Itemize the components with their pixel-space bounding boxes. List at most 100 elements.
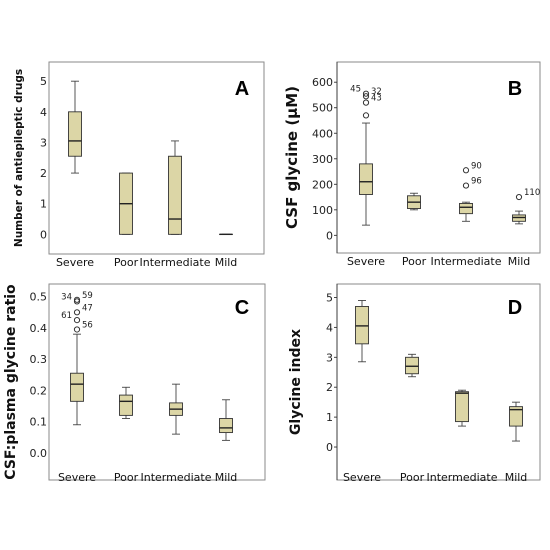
panel-c: 0.0 0.1 0.2 0.3 0.4 0.5 CSF:plasma glycine rat… [3, 283, 266, 484]
outlier-label: 32 [371, 87, 382, 97]
outlier-point [362, 93, 370, 100]
outlier-point [73, 326, 81, 333]
panel-letter: A [235, 78, 249, 100]
panel-b: 0 100 200 300 400 500 600 CSF glycine (μM) B Seve… [283, 61, 541, 268]
panel-letter: B [508, 78, 522, 100]
outlier-label: 45 [350, 85, 361, 95]
outlier-label: 110 [524, 188, 540, 198]
outlier-point [462, 182, 470, 189]
y-tick-label: 0.5 [30, 291, 48, 304]
outlier-point [73, 309, 81, 316]
y-axis-label: CSF glycine (μM) [283, 86, 301, 229]
box-intermediate: 96 90 [459, 161, 482, 222]
y-tick-label: 1 [326, 411, 333, 424]
y-tick-label: 0.4 [30, 322, 48, 335]
panel-letter: C [235, 297, 249, 319]
category-label: Intermediate [431, 255, 502, 268]
category-label: Poor [114, 471, 139, 484]
box-intermediate [455, 389, 469, 427]
iqr-box [405, 356, 419, 375]
iqr-box [68, 111, 82, 157]
iqr-box [219, 418, 233, 434]
category-label: Intermediate [140, 256, 211, 269]
category-label: Mild [505, 471, 528, 484]
y-tick-label: 200 [312, 178, 333, 191]
category-label: Mild [215, 256, 238, 269]
outlier-point [73, 296, 81, 303]
iqr-box [359, 163, 373, 195]
outlier-point [362, 99, 370, 106]
outlier-point [362, 112, 370, 119]
outlier-point [515, 193, 523, 201]
iqr-box [355, 306, 369, 345]
category-label: Poor [400, 471, 425, 484]
y-tick-label: 0.1 [30, 416, 48, 429]
y-axis-label: Number of antiepileptic drugs [13, 69, 25, 247]
y-tick-label: 0 [326, 441, 333, 454]
y-tick-label: 100 [312, 204, 333, 217]
category-label: Severe [343, 471, 381, 484]
category-label: Severe [347, 255, 385, 268]
y-tick-label: 500 [312, 102, 333, 115]
y-tick-label: 4 [326, 321, 333, 334]
panel-letter: D [508, 297, 522, 319]
y-tick-label: 2 [326, 381, 333, 394]
iqr-box [509, 406, 523, 427]
category-label: Mild [508, 255, 531, 268]
y-tick-label: 0 [326, 229, 333, 242]
category-label: Poor [402, 255, 427, 268]
outlier-point [73, 317, 81, 324]
y-tick-label: 4 [40, 106, 47, 119]
y-tick-label: 600 [312, 76, 333, 89]
outlier-point [462, 167, 470, 174]
outlier-label: 90 [471, 161, 482, 171]
box-severe [355, 300, 369, 363]
iqr-box [459, 202, 473, 215]
iqr-box [119, 394, 133, 416]
outlier-label: 47 [82, 303, 93, 313]
y-tick-label: 3 [326, 351, 333, 364]
outlier-label: 34 [61, 292, 72, 302]
box-mild [509, 401, 523, 442]
y-axis-label: Glycine index [288, 329, 304, 435]
iqr-box [168, 155, 182, 235]
box-mild [219, 399, 233, 441]
category-label: Severe [56, 256, 94, 269]
y-axis-label: CSF:plasma glycine ratio [3, 284, 19, 480]
outlier-label: 56 [82, 320, 93, 330]
category-label: Severe [58, 471, 96, 484]
panel-frame [48, 283, 266, 481]
box-severe: 56 61 47 34 59 [61, 291, 93, 426]
outlier-label: 96 [471, 177, 482, 187]
y-tick-label: 0.2 [30, 384, 48, 397]
panel-frame [48, 61, 265, 255]
panel-d: 0 1 2 3 4 5 Glycine index D Severe Poor Intermedia… [288, 283, 541, 484]
box-poor [119, 172, 133, 235]
y-tick-label: 1 [40, 198, 47, 211]
outlier-point [362, 90, 370, 97]
iqr-box [455, 391, 469, 423]
category-label: Intermediate [427, 471, 498, 484]
y-tick-label: 3 [40, 136, 47, 149]
y-tick-label: 2 [40, 167, 47, 180]
outlier-label: 59 [82, 291, 93, 301]
category-label: Intermediate [141, 471, 212, 484]
box-mild: 110 [512, 188, 540, 225]
category-label: Poor [114, 256, 139, 269]
y-tick-label: 0.0 [30, 447, 48, 460]
y-tick-label: 300 [312, 153, 333, 166]
y-tick-label: 5 [40, 75, 47, 88]
box-poor [119, 386, 133, 419]
iqr-box [70, 372, 84, 402]
panel-a: 0 1 2 3 4 5 Number of antiepileptic drugs A Seve… [13, 61, 265, 269]
box-intermediate [169, 383, 183, 435]
box-severe [68, 80, 82, 174]
outlier-label: 43 [371, 94, 382, 104]
box-poor [407, 192, 421, 211]
y-tick-label: 0 [40, 228, 47, 241]
y-tick-label: 0.3 [30, 353, 48, 366]
box-intermediate [168, 140, 182, 235]
outlier-label: 61 [61, 311, 72, 321]
